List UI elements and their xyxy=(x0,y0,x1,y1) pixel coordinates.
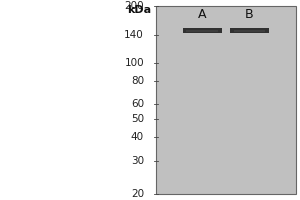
Bar xyxy=(186,30,218,32)
Text: 40: 40 xyxy=(131,132,144,142)
Text: kDa: kDa xyxy=(128,5,152,15)
Text: 100: 100 xyxy=(124,58,144,68)
Text: 140: 140 xyxy=(124,30,144,40)
Text: 30: 30 xyxy=(131,156,144,166)
Bar xyxy=(156,6,296,194)
Bar xyxy=(234,30,265,32)
Text: 20: 20 xyxy=(131,189,144,199)
Text: 60: 60 xyxy=(131,99,144,109)
Text: B: B xyxy=(245,8,254,21)
Text: 50: 50 xyxy=(131,114,144,124)
Text: 80: 80 xyxy=(131,76,144,86)
Text: 200: 200 xyxy=(124,1,144,11)
Text: A: A xyxy=(198,8,206,21)
Bar xyxy=(182,28,222,33)
Bar xyxy=(230,28,269,33)
